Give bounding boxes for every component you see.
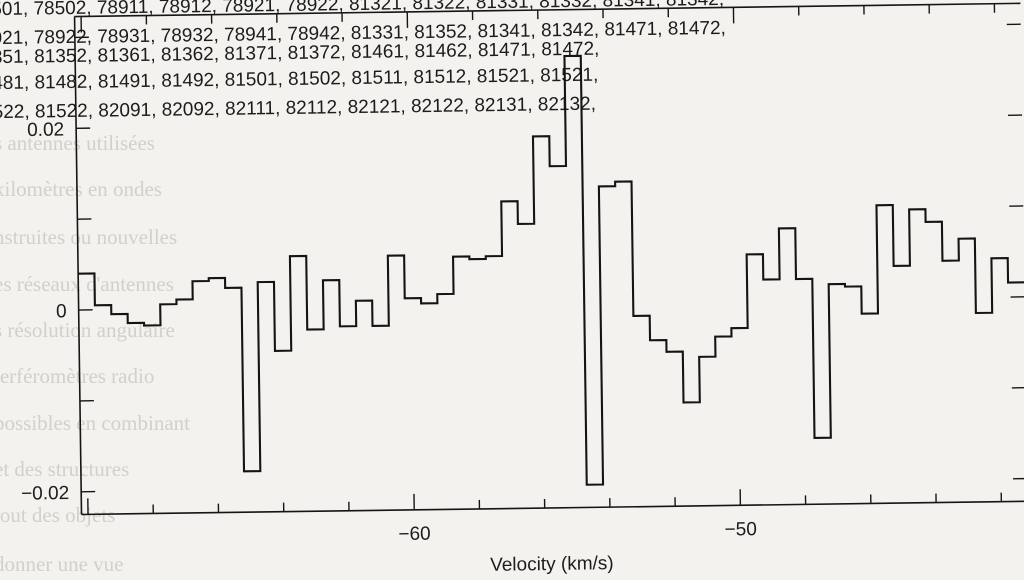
spectrum-series [78,54,1024,486]
frame-left [73,16,83,515]
frame-bottom [81,500,1024,516]
bleed-through-text: s antennes utilisées kilomètres en ondes n… [0,131,190,576]
spectrum-step-line [78,54,1024,486]
bleed-text-line: donner une vue [0,552,123,576]
axis-ticks [74,3,1024,515]
tick-labels: −60 −50 −0.02 0 0.02 [21,119,757,545]
bleed-text-line: es réseaux d'antennes [0,272,174,296]
x-tick-label: −50 [724,519,757,540]
bleed-text-line: kilomètres en ondes [0,177,162,201]
y-tick-label: 0 [56,301,67,322]
x-axis-title: Velocity (km/s) [490,553,614,576]
plot-frame [73,2,1024,516]
bleed-text-line: s résolution angulaire [0,318,175,342]
bleed-text-line: et des structures [0,457,129,481]
bleed-text-line: nstruites ou nouvelles [0,225,177,249]
y-tick-label: −0.02 [21,483,69,505]
bleed-text-line: terféromètres radio [0,364,154,388]
frame-top [74,2,1021,18]
bleed-text-line: s antennes utilisées [0,131,155,155]
x-tick-label: −60 [398,524,431,545]
y-tick-label: 0.02 [27,119,64,141]
bleed-text-line: possibles en combinant [0,411,190,435]
spectrum-plot: −60 −50 −0.02 0 0.02 [21,2,1024,545]
